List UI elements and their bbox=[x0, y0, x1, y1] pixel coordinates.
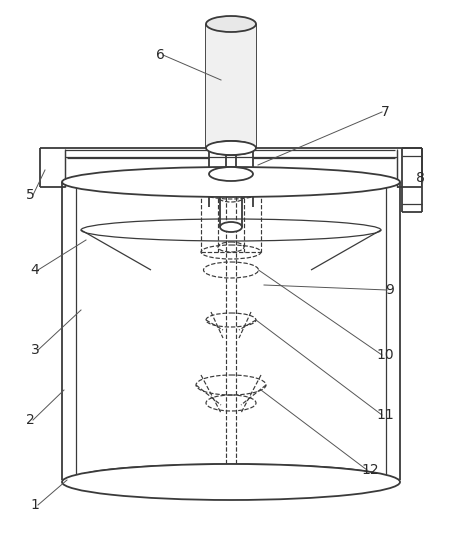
Ellipse shape bbox=[209, 167, 253, 181]
Text: 11: 11 bbox=[376, 408, 394, 422]
Ellipse shape bbox=[220, 222, 242, 232]
Text: 5: 5 bbox=[25, 188, 35, 202]
Text: 12: 12 bbox=[361, 463, 379, 477]
Text: 8: 8 bbox=[415, 171, 424, 185]
Ellipse shape bbox=[76, 464, 386, 492]
Ellipse shape bbox=[62, 167, 400, 197]
Text: 6: 6 bbox=[156, 48, 164, 62]
Text: 9: 9 bbox=[385, 283, 395, 297]
Text: 1: 1 bbox=[30, 498, 39, 512]
Text: 2: 2 bbox=[25, 413, 35, 427]
Ellipse shape bbox=[206, 141, 256, 155]
Ellipse shape bbox=[206, 16, 256, 32]
Text: 7: 7 bbox=[380, 105, 390, 119]
Text: 3: 3 bbox=[30, 343, 39, 357]
Text: 10: 10 bbox=[376, 348, 394, 362]
Ellipse shape bbox=[62, 464, 400, 500]
Text: 4: 4 bbox=[30, 263, 39, 277]
Ellipse shape bbox=[209, 141, 253, 155]
Bar bbox=[206, 23, 256, 148]
